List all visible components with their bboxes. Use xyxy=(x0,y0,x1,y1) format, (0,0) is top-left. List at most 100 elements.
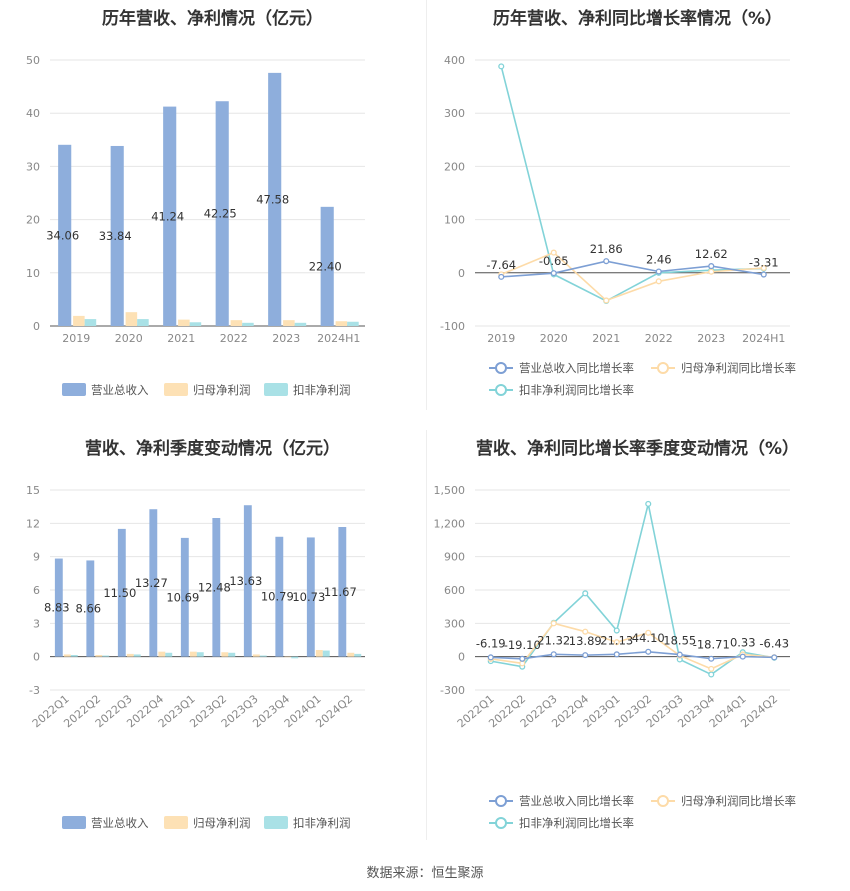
data-label: 2.46 xyxy=(646,252,672,266)
series-point-扣非净利润同比增长率 xyxy=(613,627,620,634)
y-tick-label: 0 xyxy=(33,320,40,333)
legend-label: 营业总收入 xyxy=(91,383,149,397)
series-line-归母净利润同比增长率 xyxy=(490,622,775,670)
series-point-扣非净利润同比增长率 xyxy=(708,671,715,678)
y-tick-label: 9 xyxy=(33,551,40,564)
legend-marker xyxy=(495,384,507,396)
series-point-扣非净利润同比增长率 xyxy=(582,590,589,597)
chart-panel-quarterly-growth: 营收、净利同比增长率季度变动情况（%） -300 0 300 600 900 1,200 1… xyxy=(425,430,850,860)
x-tick-label: 2023 xyxy=(272,332,300,345)
bar-扣非净利润 xyxy=(137,319,149,326)
x-tick-label: 2021 xyxy=(167,332,195,345)
bar-营业总收入 xyxy=(117,528,126,657)
bar-归母净利润 xyxy=(189,651,197,657)
x-tick-label: 2022 xyxy=(645,332,673,345)
bar-归母净利润 xyxy=(73,315,85,326)
y-tick-label: 6 xyxy=(33,584,40,597)
data-label: -18.71 xyxy=(693,638,730,652)
data-label: 47.58 xyxy=(256,192,289,206)
bar-归母净利润 xyxy=(347,652,355,657)
series-point-归母净利润同比增长率 xyxy=(613,639,620,646)
bar-营业总收入 xyxy=(215,101,229,326)
series-line-扣非净利润同比增长率 xyxy=(490,503,775,676)
chart-svg: 0 10 20 30 40 50 2019 2020 2021 2022 2023 2024H1 34.… xyxy=(26,54,365,397)
series-point-营业总收入同比增长率 xyxy=(708,263,715,270)
data-label: 21.13 xyxy=(600,633,633,647)
x-tick-label: 2023 xyxy=(697,332,725,345)
chart-title: 历年营收、净利情况（亿元） xyxy=(102,9,323,29)
series-point-营业总收入同比增长率 xyxy=(676,651,683,658)
data-label: 12.62 xyxy=(695,247,728,261)
y-tick-label: 0 xyxy=(458,267,465,280)
legend-marker xyxy=(495,362,507,374)
bar-扣非净利润 xyxy=(347,321,359,326)
data-label: 18.55 xyxy=(663,634,696,648)
bar-归母净利润 xyxy=(252,654,260,657)
y-tick-label: 10 xyxy=(26,267,40,280)
series-point-营业总收入同比增长率 xyxy=(550,270,557,277)
chart-svg: -30003006009001,2001,5002022Q12022Q22022… xyxy=(434,484,797,830)
bar-营业总收入 xyxy=(306,537,315,657)
legend-marker xyxy=(657,362,669,374)
bar-营业总收入 xyxy=(243,505,252,657)
bar-扣非净利润 xyxy=(102,655,110,657)
legend-label: 营业总收入 xyxy=(91,816,149,830)
bar-扣非净利润 xyxy=(228,652,236,657)
y-tick-label: 0 xyxy=(33,651,40,664)
bar-扣非净利润 xyxy=(242,322,254,326)
bar-归母净利润 xyxy=(315,650,323,657)
bar-营业总收入 xyxy=(320,206,334,326)
y-tick-label: 300 xyxy=(444,617,465,630)
legend-label: 归母净利润 xyxy=(193,816,251,830)
data-label: 8.83 xyxy=(44,601,70,615)
x-tick-label: 2022 xyxy=(220,332,248,345)
series-point-营业总收入同比增长率 xyxy=(771,654,778,661)
x-tick-label: 2020 xyxy=(540,332,568,345)
series-point-营业总收入同比增长率 xyxy=(550,651,557,658)
data-label: 22.40 xyxy=(309,259,342,273)
series-line-营业总收入同比增长率 xyxy=(501,260,764,278)
chart-panel-quarterly-amount: 营收、净利季度变动情况（亿元） -3 0 3 6 9 12 15 2022Q1 2022Q2 20… xyxy=(0,430,425,860)
bar-营业总收入 xyxy=(54,558,63,657)
y-tick-label: 100 xyxy=(444,214,465,227)
series-point-归母净利润同比增长率 xyxy=(582,628,589,635)
data-label: -6.19 xyxy=(476,636,506,650)
legend-label: 归母净利润同比增长率 xyxy=(681,361,796,375)
data-label: 13.27 xyxy=(135,576,168,590)
data-label: -0.65 xyxy=(539,254,569,268)
series-point-归母净利润同比增长率 xyxy=(708,665,715,672)
chart-title: 历年营收、净利同比增长率情况（%） xyxy=(492,9,783,29)
bar-归母净利润 xyxy=(230,320,243,326)
bar-营业总收入 xyxy=(149,509,158,657)
series-line-归母净利润同比增长率 xyxy=(500,251,764,302)
bar-营业总收入 xyxy=(58,144,72,326)
bar-归母净利润 xyxy=(158,651,166,657)
legend-swatch xyxy=(264,383,288,396)
bar-归母净利润 xyxy=(95,655,103,657)
legend-label: 营业总收入同比增长率 xyxy=(519,361,634,375)
legend-marker xyxy=(495,795,507,807)
data-label: 21.86 xyxy=(590,242,623,256)
bar-扣非净利润 xyxy=(165,652,173,657)
series-point-营业总收入同比增长率 xyxy=(760,271,767,278)
series-point-归母净利润同比增长率 xyxy=(550,620,557,627)
data-label: 34.06 xyxy=(46,228,79,242)
series-point-营业总收入同比增长率 xyxy=(487,654,494,661)
bar-营业总收入 xyxy=(212,518,221,657)
data-label: 41.24 xyxy=(151,209,184,223)
data-label: 21.32 xyxy=(537,633,570,647)
chart-svg: -3036912152022Q12022Q22022Q32022Q42023Q1… xyxy=(26,484,365,830)
x-tick-label: 2019 xyxy=(62,332,90,345)
y-tick-label: 40 xyxy=(26,107,40,120)
data-label: -3.31 xyxy=(749,256,779,270)
data-label: 11.50 xyxy=(103,586,136,600)
x-tick-label: 2024H1 xyxy=(742,332,785,345)
series-point-扣非净利润同比增长率 xyxy=(498,63,505,70)
bar-营业总收入 xyxy=(268,72,282,327)
legend-swatch xyxy=(164,816,188,829)
series-point-归母净利润同比增长率 xyxy=(655,278,662,285)
bar-营业总收入 xyxy=(163,106,177,326)
series-point-营业总收入同比增长率 xyxy=(582,652,589,659)
data-label: -6.43 xyxy=(759,636,789,650)
data-label: 10.73 xyxy=(292,590,325,604)
